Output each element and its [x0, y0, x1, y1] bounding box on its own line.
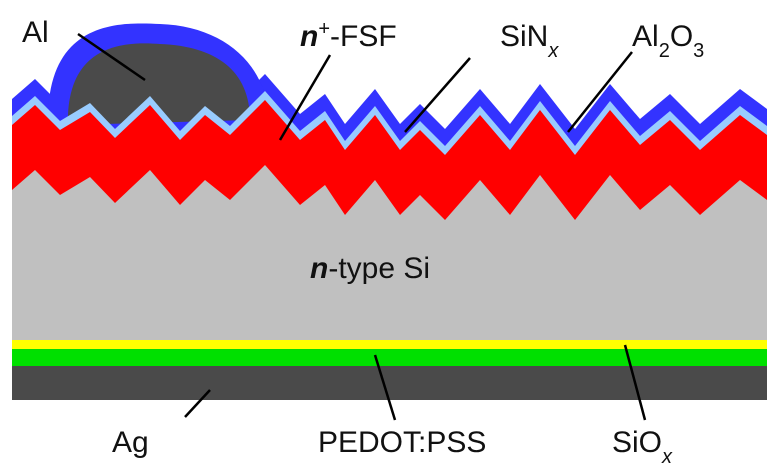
- layers: [12, 23, 767, 340]
- leader-line: [404, 57, 471, 133]
- leader-line: [623, 344, 647, 421]
- leader-line: [184, 389, 211, 418]
- label-part: 2: [659, 40, 670, 62]
- label-part: +: [318, 18, 330, 40]
- label-part: x: [547, 40, 559, 62]
- label-part: -FSF: [330, 20, 397, 53]
- leader-line: [373, 354, 397, 421]
- label-part: n: [310, 252, 328, 285]
- label-pedot: PEDOT:PSS: [318, 426, 486, 459]
- label-fsf: n+-FSF: [300, 18, 397, 53]
- label-siox: SiOx: [612, 426, 673, 464]
- ag-layer: [12, 366, 767, 400]
- pedot-layer: [12, 349, 767, 366]
- label-part: 3: [693, 40, 704, 62]
- label-part: Al: [632, 20, 659, 53]
- siox-layer: [12, 340, 767, 349]
- al-contact: [67, 43, 250, 125]
- label-part: n: [300, 20, 318, 53]
- label-part: SiN: [500, 20, 548, 53]
- leader-line: [567, 51, 633, 133]
- leader-line: [77, 32, 146, 82]
- label-part: SiO: [612, 426, 662, 459]
- label-al2o3: Al2O3: [632, 20, 704, 62]
- label-sinx: SiNx: [500, 20, 559, 62]
- si-layer: [12, 165, 767, 340]
- label-ag: Ag: [112, 426, 149, 459]
- label-part: -type Si: [328, 252, 430, 285]
- leader-line: [278, 54, 332, 141]
- label-al: Al: [22, 16, 49, 49]
- leader-lines: [77, 32, 647, 421]
- label-si: n-type Si: [310, 252, 430, 285]
- label-part: O: [670, 20, 693, 53]
- label-part: x: [661, 446, 673, 464]
